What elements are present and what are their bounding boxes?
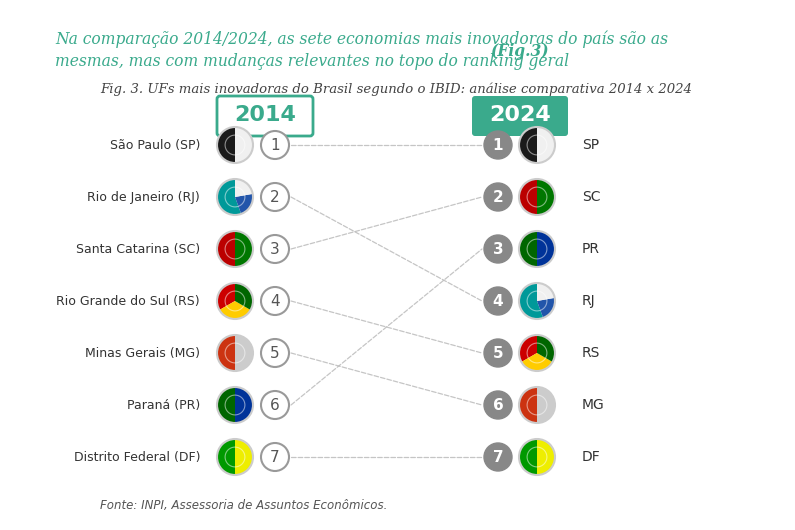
Text: Santa Catarina (SC): Santa Catarina (SC) <box>76 243 200 255</box>
Text: MG: MG <box>582 398 605 412</box>
Wedge shape <box>519 439 537 475</box>
Text: Paraná (PR): Paraná (PR) <box>126 399 200 411</box>
Wedge shape <box>537 127 555 163</box>
Text: 4: 4 <box>270 294 280 308</box>
Text: 2024: 2024 <box>489 105 551 125</box>
Text: 3: 3 <box>493 242 503 257</box>
Wedge shape <box>522 353 553 371</box>
Wedge shape <box>519 335 537 362</box>
Wedge shape <box>217 127 235 163</box>
Text: 2: 2 <box>493 190 503 205</box>
Circle shape <box>261 183 289 211</box>
Text: Rio Grande do Sul (RS): Rio Grande do Sul (RS) <box>56 295 200 307</box>
Wedge shape <box>217 179 241 215</box>
Wedge shape <box>537 439 555 475</box>
Wedge shape <box>235 231 253 267</box>
Wedge shape <box>537 231 555 267</box>
Text: Na comparação 2014/2024, as sete economias mais inovadoras do país são as
mesmas: Na comparação 2014/2024, as sete economi… <box>55 30 668 70</box>
Wedge shape <box>537 283 555 301</box>
Text: 5: 5 <box>493 346 503 360</box>
Wedge shape <box>235 335 253 371</box>
Circle shape <box>484 235 512 263</box>
Text: São Paulo (SP): São Paulo (SP) <box>110 138 200 152</box>
Circle shape <box>261 391 289 419</box>
Circle shape <box>484 131 512 159</box>
Text: 6: 6 <box>493 398 503 412</box>
Wedge shape <box>537 179 555 215</box>
Text: DF: DF <box>582 450 601 464</box>
Wedge shape <box>219 301 250 319</box>
Text: Rio de Janeiro (RJ): Rio de Janeiro (RJ) <box>87 190 200 204</box>
Circle shape <box>261 287 289 315</box>
Text: 7: 7 <box>270 449 280 464</box>
Text: 7: 7 <box>493 449 503 464</box>
Wedge shape <box>235 127 253 163</box>
Wedge shape <box>235 439 253 475</box>
Text: 6: 6 <box>270 398 280 412</box>
Text: 4: 4 <box>493 294 503 308</box>
Wedge shape <box>519 127 537 163</box>
Wedge shape <box>217 439 235 475</box>
Text: 5: 5 <box>270 346 280 360</box>
Text: 1: 1 <box>493 137 503 153</box>
Wedge shape <box>235 283 253 310</box>
Text: PR: PR <box>582 242 600 256</box>
Text: 2: 2 <box>270 190 280 205</box>
Wedge shape <box>235 179 253 197</box>
Wedge shape <box>217 387 235 423</box>
Wedge shape <box>217 335 235 371</box>
Text: RJ: RJ <box>582 294 595 308</box>
Wedge shape <box>519 231 537 267</box>
Circle shape <box>261 339 289 367</box>
Wedge shape <box>235 194 253 214</box>
Circle shape <box>261 131 289 159</box>
Circle shape <box>484 183 512 211</box>
Text: SC: SC <box>582 190 600 204</box>
Text: Minas Gerais (MG): Minas Gerais (MG) <box>85 347 200 359</box>
Circle shape <box>484 391 512 419</box>
Text: 2014: 2014 <box>234 105 296 125</box>
Wedge shape <box>519 283 543 319</box>
Circle shape <box>261 235 289 263</box>
Circle shape <box>484 443 512 471</box>
Text: (Fig.3): (Fig.3) <box>490 43 549 60</box>
Circle shape <box>484 339 512 367</box>
Wedge shape <box>537 298 555 318</box>
Text: 1: 1 <box>270 137 280 153</box>
Wedge shape <box>217 231 235 267</box>
Circle shape <box>261 443 289 471</box>
Wedge shape <box>537 335 555 362</box>
Wedge shape <box>217 283 235 310</box>
Text: Fonte: INPI, Assessoria de Assuntos Econômicos.: Fonte: INPI, Assessoria de Assuntos Econ… <box>100 499 387 512</box>
Text: SP: SP <box>582 138 599 152</box>
Circle shape <box>484 287 512 315</box>
Wedge shape <box>537 387 555 423</box>
Wedge shape <box>235 387 253 423</box>
Wedge shape <box>519 387 537 423</box>
Text: Distrito Federal (DF): Distrito Federal (DF) <box>73 450 200 464</box>
Text: 3: 3 <box>270 242 280 257</box>
FancyBboxPatch shape <box>472 96 568 136</box>
Text: Fig. 3. UFs mais inovadoras do Brasil segundo o IBID: análise comparativa 2014 x: Fig. 3. UFs mais inovadoras do Brasil se… <box>100 82 692 95</box>
Text: RS: RS <box>582 346 600 360</box>
Wedge shape <box>519 179 537 215</box>
FancyBboxPatch shape <box>217 96 313 136</box>
